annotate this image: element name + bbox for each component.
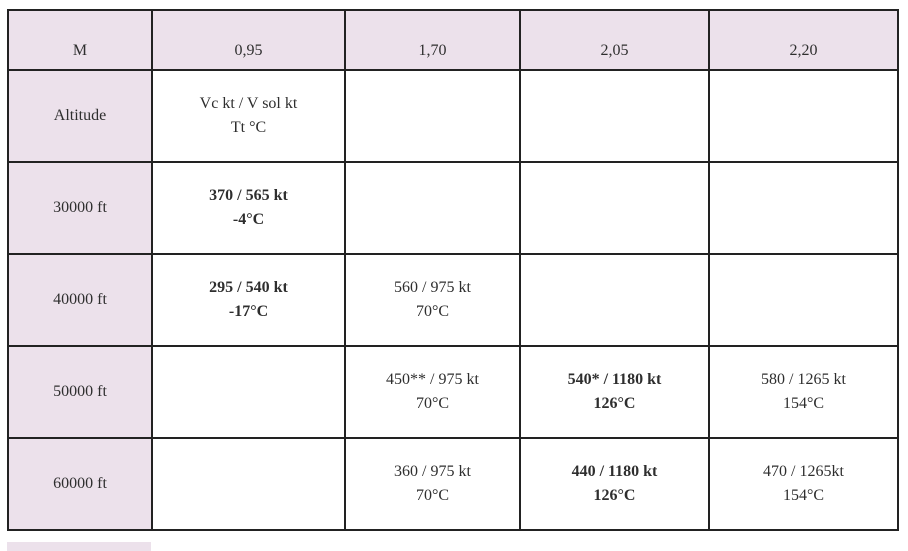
speed-value: 560 / 975 kt [394, 279, 471, 296]
temperature-value: 70°C [415, 303, 450, 320]
corner-header: M [7, 9, 153, 71]
table-cell: 560 / 975 kt 70°C [344, 253, 521, 347]
header-row: M 0,95 1,70 2,05 2,20 [7, 9, 899, 71]
speed-value: 295 / 540 kt [209, 279, 288, 296]
table-cell: 295 / 540 kt -17°C [151, 253, 346, 347]
temperature-value: 70°C [415, 487, 450, 504]
speed-temperature-table: M 0,95 1,70 2,05 2,20 Altitude Vc kt / V … [7, 9, 899, 531]
speed-value: 580 / 1265 kt [761, 371, 846, 388]
table-cell [151, 437, 346, 531]
table-cell [344, 69, 521, 163]
table-cell [519, 69, 710, 163]
row-header: 60000 ft [7, 437, 153, 531]
table-cell: 360 / 975 kt 70°C [344, 437, 521, 531]
temperature-value: -4°C [232, 211, 265, 228]
speed-value: Vc kt / V sol kt [199, 95, 298, 112]
temperature-value: 126°C [593, 395, 636, 412]
table-cell: 450** / 975 kt 70°C [344, 345, 521, 439]
table-row: 60000 ft 360 / 975 kt 70°C 440 / 1180 kt 126… [7, 437, 899, 531]
table-cell [151, 345, 346, 439]
row-header: Altitude [7, 69, 153, 163]
table-cell: 370 / 565 kt -4°C [151, 161, 346, 255]
row-header: 30000 ft [7, 161, 153, 255]
speed-value: 470 / 1265kt [763, 463, 844, 480]
mach-header: 2,20 [708, 9, 899, 71]
row-header: 40000 ft [7, 253, 153, 347]
mach-header: 2,05 [519, 9, 710, 71]
table-row: 30000 ft 370 / 565 kt -4°C [7, 161, 899, 255]
temperature-value: 154°C [782, 395, 825, 412]
speed-value: 450** / 975 kt [386, 371, 479, 388]
table-cell: 470 / 1265kt 154°C [708, 437, 899, 531]
temperature-value: 70°C [415, 395, 450, 412]
temperature-value: 126°C [593, 487, 636, 504]
mach-header: 0,95 [151, 9, 346, 71]
table-cell: Vc kt / V sol kt Tt °C [151, 69, 346, 163]
table-row: 40000 ft 295 / 540 kt -17°C 560 / 975 kt 70°… [7, 253, 899, 347]
table-cell [708, 253, 899, 347]
speed-value: 370 / 565 kt [209, 187, 288, 204]
speed-value: 540* / 1180 kt [567, 371, 662, 388]
temperature-value: -17°C [228, 303, 269, 320]
temperature-value: 154°C [782, 487, 825, 504]
table-cell [708, 69, 899, 163]
table-cell: 440 / 1180 kt 126°C [519, 437, 710, 531]
speed-value: 440 / 1180 kt [571, 463, 658, 480]
table-cell: 580 / 1265 kt 154°C [708, 345, 899, 439]
table-cell [344, 161, 521, 255]
first-column-shade [7, 542, 151, 551]
temperature-value: Tt °C [230, 119, 267, 136]
table-cell [519, 161, 710, 255]
table-cell: 540* / 1180 kt 126°C [519, 345, 710, 439]
table-cell [708, 161, 899, 255]
table-cell [519, 253, 710, 347]
row-header: 50000 ft [7, 345, 153, 439]
speed-value: 360 / 975 kt [394, 463, 471, 480]
table-row: Altitude Vc kt / V sol kt Tt °C [7, 69, 899, 163]
mach-header: 1,70 [344, 9, 521, 71]
table-row: 50000 ft 450** / 975 kt 70°C 540* / 1180 kt… [7, 345, 899, 439]
